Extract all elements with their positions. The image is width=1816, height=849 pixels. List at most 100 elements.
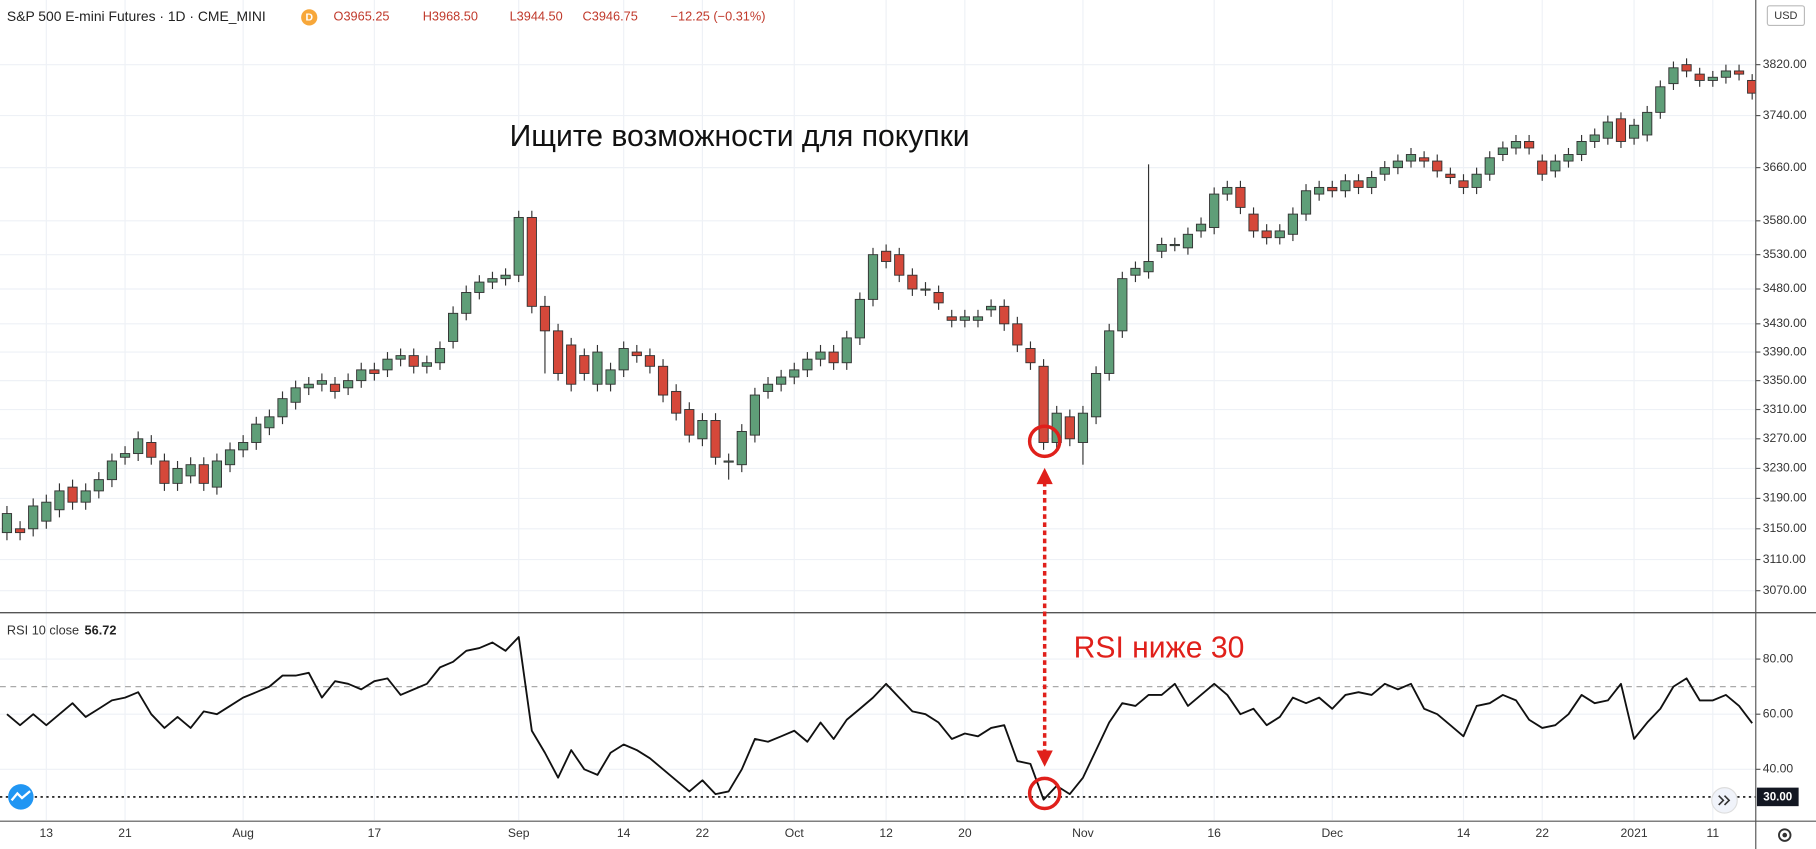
candle-body [80,490,91,503]
y-tick-label: 3150.00 [1763,521,1807,535]
candle-body [1090,372,1102,418]
candle-body [316,380,327,385]
price-axis-bg [1755,0,1816,849]
x-tick-label: 17 [368,826,382,840]
candle-body [723,460,734,463]
lower-level-label-box [1756,787,1799,807]
candle-body [1366,177,1377,188]
candle-body [224,449,236,466]
candle-body [1484,157,1495,175]
candle-body [999,305,1010,325]
currency-box[interactable] [1766,5,1805,27]
candle-body [1025,348,1036,364]
candle-body [605,369,616,385]
candle-body [579,355,590,374]
ohlc-low: L3944.50 [510,9,563,24]
change: −12.25 (−0.31%) [671,9,766,24]
candle-body [1458,180,1469,188]
indicator-name: RSI 10 close [7,623,79,638]
ohlc-close: C3946.75 [583,9,638,24]
y-tick-label: 3660.00 [1763,160,1807,174]
x-tick-label: 2021 [1621,826,1648,840]
candle-body [802,358,813,371]
settings-icon[interactable] [1778,828,1792,842]
y-tick-label: 3230.00 [1763,461,1807,475]
candle-body [54,490,65,511]
candle-body [762,383,774,392]
candle-body [500,274,511,280]
candle-body [93,479,104,492]
x-tick-label: Oct [785,826,805,840]
ohlc-high: H3968.50 [423,9,478,24]
candle-body [106,460,118,481]
candle-body [1038,365,1049,443]
arrow-head [1036,750,1053,767]
candle-body [894,254,905,276]
candle-body [1642,111,1653,136]
y-tick-label: 80.00 [1763,651,1794,665]
candle-body [854,298,865,339]
badge[interactable]: D [305,13,313,24]
candle-body [238,442,249,451]
candle-body [1169,243,1180,247]
candle-body [841,337,852,364]
candle-body [343,380,354,389]
candle-body [1405,154,1417,162]
candle-body [1222,186,1233,195]
candle-body [1707,76,1718,81]
indicator-value: 56.72 [85,623,117,638]
candle-body [1130,267,1141,276]
candle-body [881,250,892,262]
candle-body [1327,186,1338,192]
candle-body [1235,186,1246,208]
candle-body [789,369,800,378]
candle-body [1655,86,1666,113]
candle-body [67,486,78,503]
y-tick-label: 60.00 [1763,706,1794,720]
y-tick-label: 3270.00 [1763,431,1807,445]
candle-body [1300,190,1312,215]
candle-body [382,358,393,371]
candle-body [356,369,367,382]
candle-body [1195,223,1207,232]
candle-body [1104,330,1115,374]
candle-body [172,467,183,484]
scroll-button[interactable] [1711,787,1738,814]
candle-body [1261,230,1272,239]
arrow-head [1036,467,1053,485]
candle-body [1681,64,1692,72]
y-tick-label: 3740.00 [1763,108,1807,122]
x-tick-label: Dec [1321,826,1343,840]
x-tick-label: 14 [617,826,631,840]
candle-body [133,438,144,455]
candle-body [1497,147,1508,155]
candle-body [828,351,839,364]
badge-circle[interactable] [301,9,318,26]
candle-body [119,453,131,458]
candle-body [1117,278,1128,332]
currency[interactable]: USD [1774,10,1797,22]
candle-body [671,390,682,414]
candle-body [1209,193,1220,229]
candle-body [513,216,524,276]
candle-body [1156,243,1167,252]
candle-body [474,281,485,293]
y-tick-label: 3430.00 [1763,316,1807,330]
candle-body [1182,233,1194,249]
scroll-icon [1718,795,1731,806]
candle-body [264,416,275,429]
candle-body [1694,73,1705,81]
symbol: S&P 500 E-mini Futures · 1D · CME_MINI [7,8,266,24]
candle-body [1077,412,1089,443]
candle-body [867,254,879,300]
y-tick-label: 3390.00 [1763,344,1807,358]
candle-body [1563,154,1574,162]
candle-body [776,376,787,385]
candle-body [1432,160,1443,172]
candle-body [1064,416,1075,440]
marks-layer [1,58,1758,801]
candle-body [1524,141,1535,149]
y-tick-label: 3820.00 [1763,57,1807,71]
y-tick-label: 3110.00 [1763,552,1806,566]
